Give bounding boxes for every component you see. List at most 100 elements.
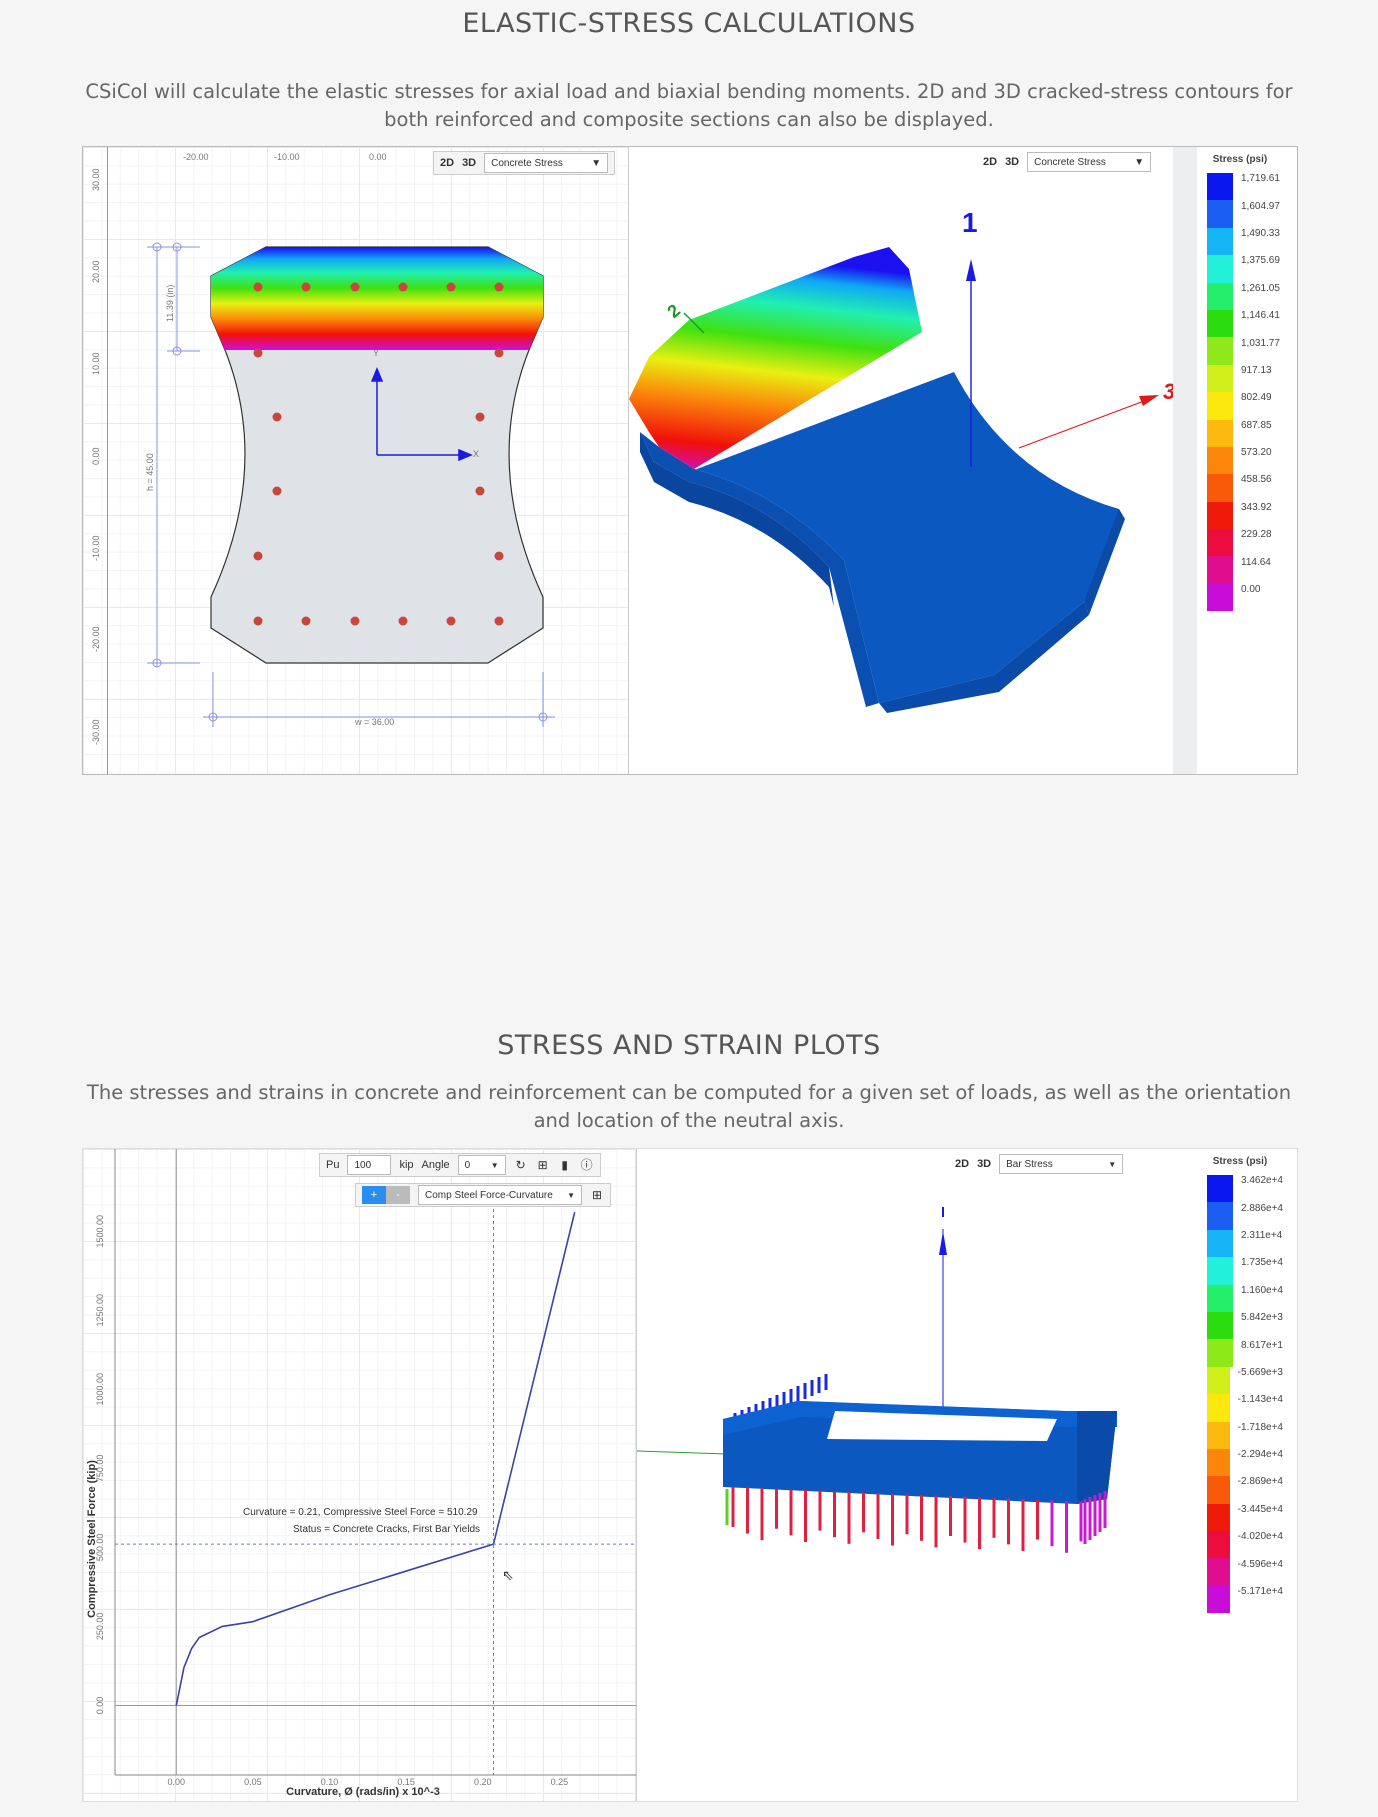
curvature-series-line — [175, 1212, 576, 1706]
legend-swatch — [1207, 1531, 1230, 1559]
legend-label: 573.20 — [1241, 447, 1272, 459]
section-drawing — [147, 242, 555, 727]
legend-entry: 2.886e+4 — [1207, 1202, 1283, 1230]
legend-entry: 1,604.97 — [1207, 200, 1283, 228]
stress-type-select[interactable]: Bar Stress ▼ — [999, 1154, 1124, 1174]
zoom-in-button[interactable]: + — [362, 1186, 386, 1204]
legend-swatch — [1207, 474, 1233, 502]
legend-swatch — [1207, 1229, 1233, 1258]
elastic-stress-viewer: 30.00 20.00 10.00 0.00 -10.00 -20.00 -30… — [82, 146, 1298, 775]
select-value: Concrete Stress — [1034, 156, 1106, 168]
rebar-dots — [253, 282, 504, 626]
y-tick-label: 250.00 — [95, 1613, 105, 1641]
legend-label: 458.56 — [1241, 474, 1272, 486]
legend-label: -4.020e+4 — [1237, 1531, 1283, 1543]
plot-type-select[interactable]: Comp Steel Force-Curvature ▼ — [418, 1185, 582, 1205]
x-tick: 0.00 — [369, 152, 387, 162]
legend-swatch — [1207, 556, 1233, 584]
refresh-icon[interactable]: ↻ — [515, 1158, 526, 1172]
legend-swatch — [1207, 1503, 1230, 1532]
legend-label: 8.617e+1 — [1241, 1339, 1283, 1351]
legend-label: 1,719.61 — [1241, 173, 1280, 185]
y-tick-label: 1250.00 — [95, 1294, 105, 1327]
bar-stress-3d-view[interactable]: 2D 3D Bar Stress ▼ — [637, 1149, 1197, 1801]
stress-type-select[interactable]: Concrete Stress ▼ — [1027, 152, 1152, 172]
axis-1-label: 1 — [962, 207, 978, 238]
x-tick-label: 0.25 — [551, 1777, 569, 1787]
legend-entry: 1.735e+4 — [1207, 1257, 1283, 1285]
view-toolbar: 2D 3D Concrete Stress ▼ — [977, 151, 1158, 173]
legend-entry: 229.28 — [1207, 529, 1283, 557]
legend-entries: 3.462e+4 2.886e+4 2.311e+4 1.735e+4 1.160e+4… — [1207, 1175, 1283, 1614]
table-icon[interactable]: ⊞ — [537, 1158, 548, 1172]
legend-label: 5.842e+3 — [1241, 1312, 1283, 1324]
3d-stress-model — [629, 247, 1159, 713]
legend-label: -1.143e+4 — [1237, 1394, 1283, 1406]
y-axis-label: Compressive Steel Force (kip) — [86, 1460, 98, 1618]
section-3d-view[interactable]: 1 3 2 2D 3D Concrete Stress ▼ — [629, 147, 1175, 774]
legend-entry: 458.56 — [1207, 474, 1283, 502]
section1-title: ELASTIC-STRESS CALCULATIONS — [462, 8, 916, 39]
x-tick: -10.00 — [274, 152, 300, 162]
zoom-out-button[interactable]: - — [386, 1186, 410, 1204]
scrollbar[interactable] — [1173, 147, 1197, 774]
pu-input[interactable]: 100 — [347, 1155, 392, 1175]
legend-swatch — [1207, 1421, 1230, 1449]
btn-2d[interactable]: 2D — [440, 157, 455, 169]
cursor-icon: ⇖ — [502, 1567, 514, 1583]
legend-label: 802.49 — [1241, 392, 1272, 404]
legend-swatch — [1207, 364, 1233, 393]
legend-label: 1,261.05 — [1241, 282, 1280, 294]
info-icon[interactable]: ⓘ — [580, 1158, 593, 1172]
chevron-down-icon: ▼ — [1134, 156, 1145, 168]
legend-swatch — [1207, 1558, 1230, 1586]
legend-entry: 1.160e+4 — [1207, 1284, 1283, 1312]
legend-label: 2.886e+4 — [1241, 1202, 1283, 1214]
legend-entry: -4.020e+4 — [1207, 1531, 1283, 1559]
legend-swatch — [1207, 529, 1233, 557]
legend-label: 0.00 — [1241, 584, 1261, 596]
legend-entry: 0.00 — [1207, 583, 1283, 612]
btn-3d[interactable]: 3D — [1005, 156, 1020, 168]
annotation-line-2: Status = Concrete Cracks, First Bar Yiel… — [293, 1524, 481, 1535]
legend-entry: -1.718e+4 — [1207, 1421, 1283, 1449]
legend-entry: 1,375.69 — [1207, 255, 1283, 283]
angle-label: Angle — [421, 1159, 450, 1171]
legend-entry: 687.85 — [1207, 419, 1283, 447]
legend-label: -2.294e+4 — [1237, 1449, 1283, 1461]
legend-swatch — [1207, 1394, 1230, 1422]
legend-swatch — [1207, 337, 1233, 365]
legend-entry: -2.869e+4 — [1207, 1476, 1283, 1504]
legend-label: 1.735e+4 — [1241, 1257, 1283, 1269]
legend-entry: 1,031.77 — [1207, 337, 1283, 365]
stress-type-select[interactable]: Concrete Stress ▼ — [484, 153, 609, 173]
legend-entry: 1,261.05 — [1207, 282, 1283, 310]
legend-entry: 343.92 — [1207, 501, 1283, 530]
x-tick-label: 0.05 — [244, 1777, 262, 1787]
angle-select[interactable]: 0 ▼ — [457, 1155, 506, 1175]
select-value: Concrete Stress — [491, 157, 563, 169]
section2-title: STRESS AND STRAIN PLOTS — [497, 1030, 881, 1061]
y-tick-label: 1000.00 — [95, 1373, 105, 1406]
section-2d-view[interactable]: 30.00 20.00 10.00 0.00 -10.00 -20.00 -30… — [83, 147, 629, 774]
pu-value: 100 — [354, 1159, 372, 1171]
section2-description: The stresses and strains in concrete and… — [86, 1081, 1292, 1132]
export-file-icon[interactable]: ▮ — [561, 1158, 568, 1172]
btn-2d[interactable]: 2D — [955, 1158, 970, 1170]
x-tick-label: 0.00 — [168, 1777, 186, 1787]
curvature-chart-pane[interactable]: 0.00 0.05 0.10 0.15 0.20 0.25 0.00 250.00 500.00… — [83, 1149, 637, 1801]
legend-swatch — [1207, 419, 1233, 447]
btn-3d[interactable]: 3D — [977, 1158, 992, 1170]
legend-entries: 1,719.61 1,604.97 1,490.33 1,375.69 1,261.05… — [1207, 173, 1283, 612]
btn-2d[interactable]: 2D — [983, 156, 998, 168]
axis-y-label: Y — [373, 348, 380, 358]
width-dimension-label: w = 36.00 — [355, 717, 395, 727]
chevron-down-icon: ▼ — [591, 157, 602, 169]
legend-entry: -4.596e+4 — [1207, 1558, 1283, 1586]
section1-description: CSiCol will calculate the elastic stress… — [85, 80, 1293, 131]
y-tick-label: 500.00 — [95, 1534, 105, 1562]
btn-3d[interactable]: 3D — [462, 157, 477, 169]
legend-swatch — [1207, 309, 1233, 338]
stress-legend: Stress (psi) 3.462e+4 2.886e+4 2.311e+4 1.7… — [1197, 1149, 1283, 1614]
grid-icon[interactable]: ⊞ — [591, 1188, 603, 1202]
